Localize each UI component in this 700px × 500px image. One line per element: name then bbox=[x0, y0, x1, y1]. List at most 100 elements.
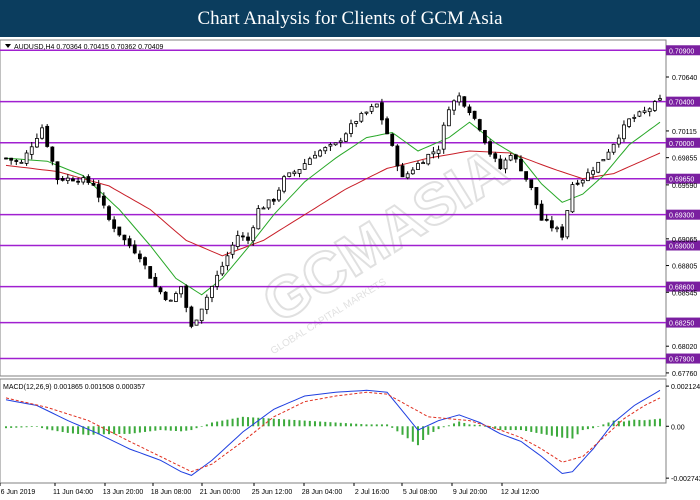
candle-body bbox=[45, 125, 50, 147]
macd-histogram-bar bbox=[226, 419, 229, 427]
macd-histogram-bar bbox=[473, 424, 476, 427]
macd-histogram-bar bbox=[133, 426, 136, 434]
candle-body bbox=[168, 299, 173, 302]
candle-body bbox=[71, 178, 75, 182]
candle-body bbox=[611, 143, 616, 153]
macd-histogram-bar bbox=[478, 425, 481, 427]
macd-histogram-bar bbox=[416, 426, 419, 446]
candle-body bbox=[580, 179, 585, 184]
candle-body bbox=[400, 165, 405, 178]
macd-histogram-bar bbox=[231, 418, 234, 427]
candle-body bbox=[457, 95, 462, 103]
macd-histogram-bar bbox=[303, 420, 306, 427]
candle-body bbox=[601, 159, 606, 162]
candle-body bbox=[19, 161, 24, 164]
candle-body bbox=[369, 106, 374, 112]
candle-body bbox=[132, 244, 137, 254]
candle-body bbox=[117, 226, 122, 236]
level-label: 0.70000 bbox=[669, 141, 694, 148]
macd-histogram-bar bbox=[545, 426, 548, 435]
candle-body bbox=[91, 182, 96, 186]
macd-histogram-bar bbox=[87, 426, 90, 436]
macd-histogram-bar bbox=[205, 424, 208, 427]
candle-body bbox=[174, 293, 178, 302]
candle-body bbox=[647, 108, 652, 113]
price-tick-label: 0.70640 bbox=[672, 75, 697, 82]
candle-body bbox=[29, 146, 34, 155]
candle-body bbox=[50, 146, 55, 162]
ma-fast-line bbox=[5, 121, 661, 296]
candle-body bbox=[318, 150, 323, 157]
macd-histogram-bar bbox=[566, 426, 569, 439]
candles bbox=[4, 92, 662, 329]
level-label-bg bbox=[666, 96, 700, 107]
macd-histogram-bar bbox=[365, 424, 368, 427]
macd-histogram-bar bbox=[164, 426, 167, 431]
candle-body bbox=[246, 236, 250, 241]
candle-body bbox=[199, 308, 204, 322]
macd-histogram-bar bbox=[592, 426, 595, 429]
candle-body bbox=[529, 179, 534, 189]
macd-histogram-bar bbox=[617, 421, 620, 427]
candle-body bbox=[333, 142, 338, 146]
macd-histogram-bar bbox=[138, 426, 141, 433]
candle-body bbox=[524, 171, 529, 180]
macd-histogram-bar bbox=[25, 426, 28, 428]
macd-histogram-bar bbox=[216, 421, 219, 427]
macd-histogram-bar bbox=[514, 426, 517, 431]
macd-histogram-bar bbox=[185, 426, 188, 431]
macd-histogram-bar bbox=[360, 424, 363, 427]
candle-body bbox=[395, 145, 400, 167]
candle-body bbox=[586, 172, 590, 182]
macd-histogram-bar bbox=[519, 426, 522, 431]
time-tick-label: 25 Jun 12:00 bbox=[252, 489, 293, 496]
macd-histogram-bar bbox=[432, 426, 435, 432]
macd-histogram-bar bbox=[149, 426, 152, 432]
moving-averages bbox=[5, 121, 661, 296]
macd-histogram-bar bbox=[581, 426, 584, 431]
level-label: 0.70400 bbox=[669, 100, 694, 107]
candle-body bbox=[596, 161, 601, 173]
candle-body bbox=[158, 287, 163, 293]
candle-body bbox=[220, 265, 225, 275]
candle-body bbox=[143, 257, 147, 266]
macd-histogram-bar bbox=[530, 426, 533, 432]
macd-histogram-bar bbox=[411, 426, 414, 442]
level-label-bg bbox=[666, 137, 700, 148]
macd-histogram-bar bbox=[20, 426, 23, 428]
time-tick-label: 28 Jun 04:00 bbox=[302, 489, 343, 496]
candle-body bbox=[410, 169, 415, 175]
macd-histogram-bar bbox=[504, 426, 507, 431]
candle-body bbox=[627, 118, 632, 127]
macd-histogram-bar bbox=[350, 423, 353, 427]
macd-histogram-bar bbox=[97, 426, 100, 435]
candle-body bbox=[277, 189, 281, 201]
ma-slow-line bbox=[5, 150, 661, 257]
candle-body bbox=[560, 226, 565, 238]
macd-histogram-bar bbox=[277, 419, 280, 427]
time-tick-label: 5 Jul 08:00 bbox=[403, 489, 437, 496]
price-tick-label: 0.70115 bbox=[672, 129, 697, 136]
macd-histogram-bar bbox=[61, 426, 64, 433]
macd-histogram-bar bbox=[113, 426, 116, 435]
macd-histogram-bar bbox=[401, 426, 404, 435]
time-tick-label: 6 Jun 2019 bbox=[1, 489, 36, 496]
macd-histogram-bar bbox=[35, 426, 38, 427]
chart-canvas: GCMASIA GLOBAL CAPITAL MARKETS 0.709000.… bbox=[0, 39, 700, 496]
candle-body bbox=[14, 160, 19, 162]
banner-title: Chart Analysis for Clients of GCM Asia bbox=[197, 8, 503, 29]
triangle-down-icon bbox=[5, 44, 11, 48]
macd-histogram-bar bbox=[319, 421, 322, 427]
macd-histogram-bar bbox=[123, 426, 126, 434]
macd-histogram-bar bbox=[463, 422, 466, 427]
candle-body bbox=[390, 133, 395, 146]
time-axis: 6 Jun 2019 11 Jun 04:00 13 Jun 20:00 18 Jun… bbox=[0, 483, 539, 496]
candle-body bbox=[431, 151, 436, 155]
macd-histogram-bar bbox=[247, 417, 250, 427]
macd-histogram-bar bbox=[638, 419, 641, 427]
macd-histogram-bar bbox=[406, 426, 409, 439]
title-banner: Chart Analysis for Clients of GCM Asia bbox=[0, 0, 700, 37]
candle-body bbox=[575, 182, 580, 185]
macd-histogram-bar bbox=[159, 426, 162, 431]
